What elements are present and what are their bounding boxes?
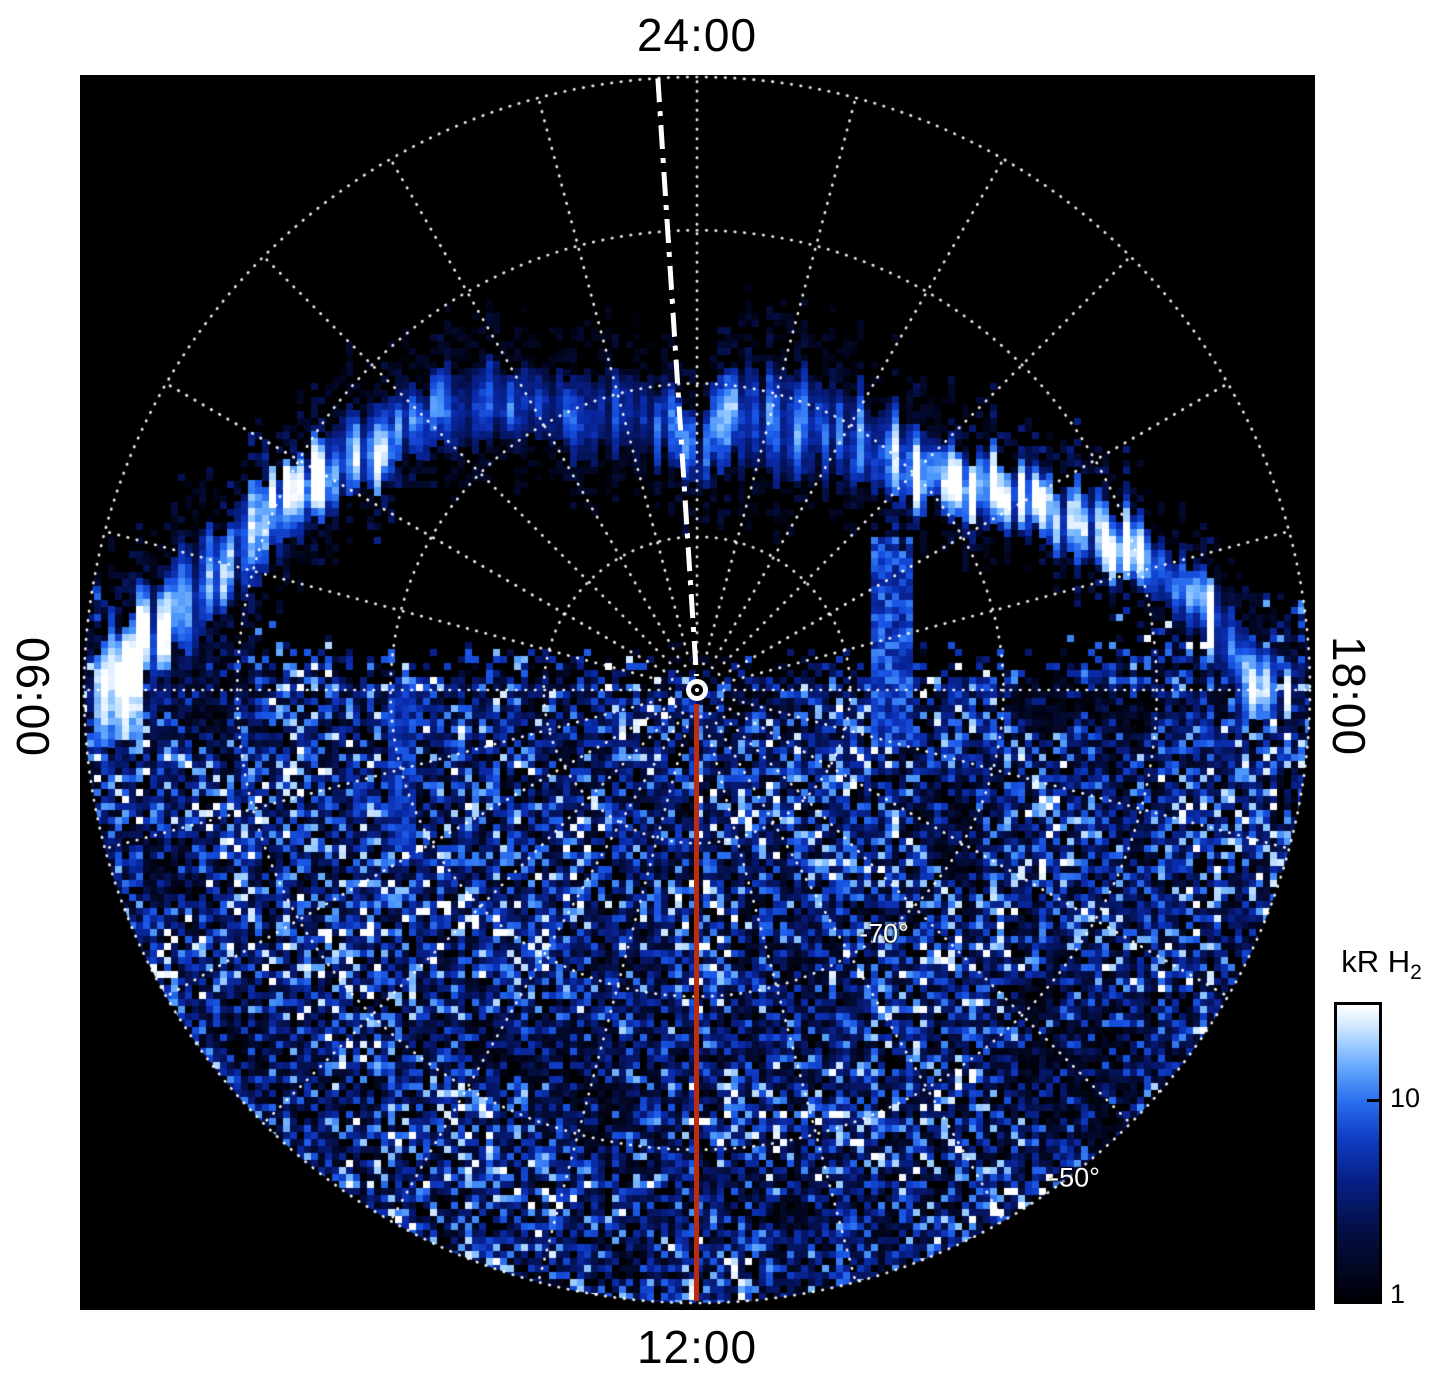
noon-meridian-line	[694, 704, 699, 1301]
colorbar-tick-label-1: 1	[1390, 1279, 1406, 1310]
colorbar: kR H2 10 1	[1316, 944, 1447, 1324]
colorbar-tick-mark	[1367, 1098, 1379, 1102]
pole-marker	[686, 679, 708, 701]
colorbar-tick-mark	[1367, 1295, 1379, 1299]
colorbar-tick-label-10: 10	[1390, 1082, 1421, 1113]
colorbar-title: kR H2	[1316, 944, 1447, 985]
pole-marker-dot	[695, 688, 699, 692]
time-label-1800: 18:00	[1323, 635, 1375, 757]
colorbar-title-text: kR H	[1341, 944, 1411, 979]
colorbar-title-subscript: 2	[1410, 961, 1422, 985]
time-label-2400: 24:00	[636, 9, 758, 61]
latitude-label-70: -70°	[859, 918, 909, 949]
latitude-label-50: -50°	[1050, 1162, 1100, 1193]
time-label-0600: 06:00	[7, 636, 59, 758]
colorbar-gradient	[1334, 1002, 1382, 1304]
time-label-1200: 12:00	[636, 1321, 758, 1373]
